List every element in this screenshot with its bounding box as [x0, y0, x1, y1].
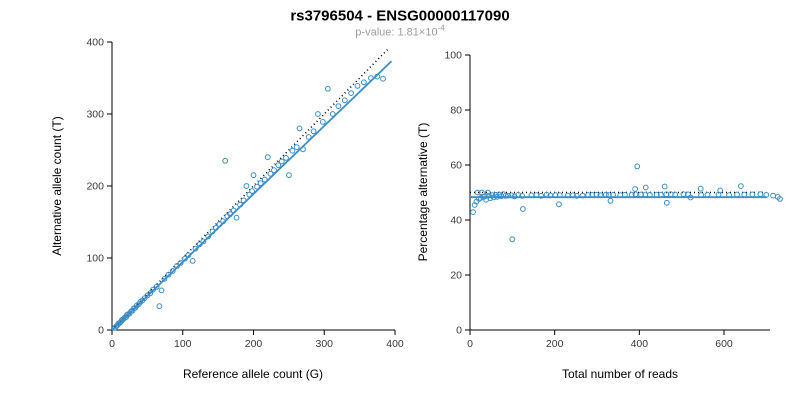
svg-text:200: 200 [245, 338, 263, 350]
svg-text:100: 100 [86, 253, 104, 265]
svg-text:100: 100 [444, 50, 462, 62]
percentage-alternative-scatter-plot: 0 200 400 600 0 20 40 60 80 100 [444, 50, 783, 350]
svg-text:300: 300 [86, 109, 104, 121]
svg-text:40: 40 [450, 215, 462, 227]
svg-text:80: 80 [450, 105, 462, 117]
left-x-axis-label: Reference allele count (G) [182, 367, 324, 381]
svg-text:0: 0 [109, 338, 115, 350]
svg-text:400: 400 [631, 338, 649, 350]
left-y-axis-label: Alternative allele count (T) [50, 116, 64, 256]
svg-text:0: 0 [456, 325, 462, 337]
svg-text:0: 0 [467, 338, 473, 350]
svg-text:300: 300 [315, 338, 333, 350]
right-y-axis-label: Percentage alternative (T) [416, 122, 430, 262]
svg-text:400: 400 [386, 338, 404, 350]
svg-text:200: 200 [546, 338, 564, 350]
svg-text:0: 0 [98, 325, 104, 337]
svg-text:200: 200 [86, 181, 104, 193]
pvalue-text: p-value: 1.81×10 [355, 26, 438, 39]
right-x-axis-label: Total number of reads [561, 367, 679, 381]
svg-text:600: 600 [715, 338, 733, 350]
svg-text:100: 100 [174, 338, 192, 350]
svg-text:60: 60 [450, 160, 462, 172]
allele-count-scatter-plot: 0 100 200 300 400 0 100 200 300 400 [86, 37, 404, 351]
chart-subtitle: p-value: 1.81×10-4 [355, 24, 444, 39]
chart-title: rs3796504 - ENSG00000117090 [290, 7, 510, 25]
svg-text:20: 20 [450, 270, 462, 282]
pvalue-exponent: -4 [437, 23, 445, 33]
svg-text:400: 400 [86, 37, 104, 49]
